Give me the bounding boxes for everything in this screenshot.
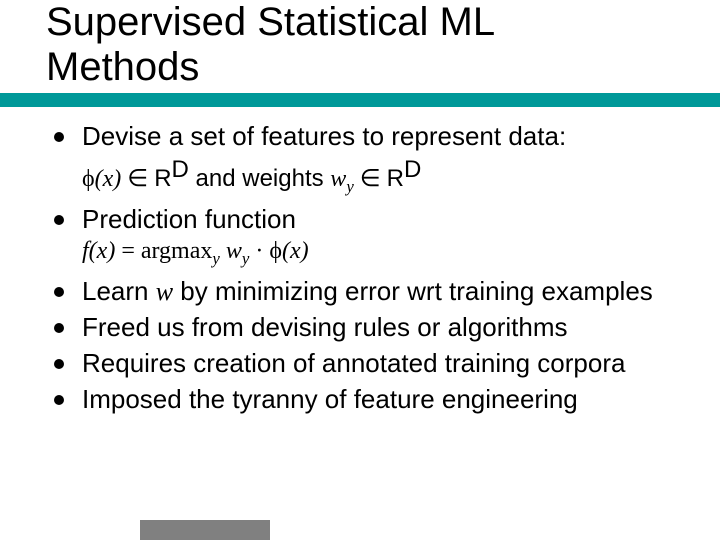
y-sub: y [346,177,353,196]
in-symbol-2: ∈ [354,166,387,192]
bullet-1-sub: ϕ(x) ∈ RD and weights wy ∈ RD [82,156,702,197]
phi-arg-2: (x) [282,238,309,264]
bullet-4: Freed us from devising rules or algorith… [54,311,702,345]
bullet-5-text: Requires creation of annotated training … [82,347,625,381]
bullet-3a: Learn [82,276,156,306]
mid-text: and weights [189,165,330,192]
dot-op: · [249,238,269,264]
accent-bar [0,93,720,107]
footer-accent-bar [140,520,270,540]
bullet-6-text: Imposed the tyranny of feature engineeri… [82,383,578,417]
content-area: Devise a set of features to represent da… [54,120,702,418]
bullet-6: Imposed the tyranny of feature engineeri… [54,383,702,417]
in-symbol: ∈ [121,166,154,192]
bullet-3b: by minimizing error wrt training example… [173,276,653,306]
bullet-dot-icon [54,287,64,297]
w-var-2: w [226,238,242,264]
title-line-1: Supervised Statistical ML [46,0,495,44]
slide-title: Supervised Statistical ML Methods [46,0,720,90]
bullet-3: Learn w by minimizing error wrt training… [54,275,702,309]
w-inline: w [156,277,173,306]
phi-arg: (x) [95,166,122,192]
bullet-2-sub: f(x) = argmaxy wy · ϕ(x) [82,238,702,269]
bullet-5: Requires creation of annotated training … [54,347,702,381]
phi-symbol-2: ϕ [269,238,282,264]
D-sup-2: D [404,156,421,183]
bullet-3-text: Learn w by minimizing error wrt training… [82,275,653,309]
R-set-2: R [387,165,404,192]
R-set: R [154,165,171,192]
title-line-2: Methods [46,45,199,89]
eq-argmax: = argmax [115,238,212,264]
bullet-dot-icon [54,395,64,405]
argmax-y: y [212,249,219,268]
title-block: Supervised Statistical ML Methods [0,0,720,90]
w-var: w [330,166,346,192]
bullet-dot-icon [54,215,64,225]
fx: f(x) [82,238,115,264]
bullet-4-text: Freed us from devising rules or algorith… [82,311,568,345]
bullet-2-text: Prediction function [82,203,296,237]
bullet-2: Prediction function [54,203,702,237]
phi-symbol: ϕ [82,166,95,192]
bullet-dot-icon [54,359,64,369]
bullet-dot-icon [54,323,64,333]
bullet-1-text: Devise a set of features to represent da… [82,120,566,154]
bullet-dot-icon [54,132,64,142]
bullet-1: Devise a set of features to represent da… [54,120,702,154]
D-sup: D [172,156,189,183]
